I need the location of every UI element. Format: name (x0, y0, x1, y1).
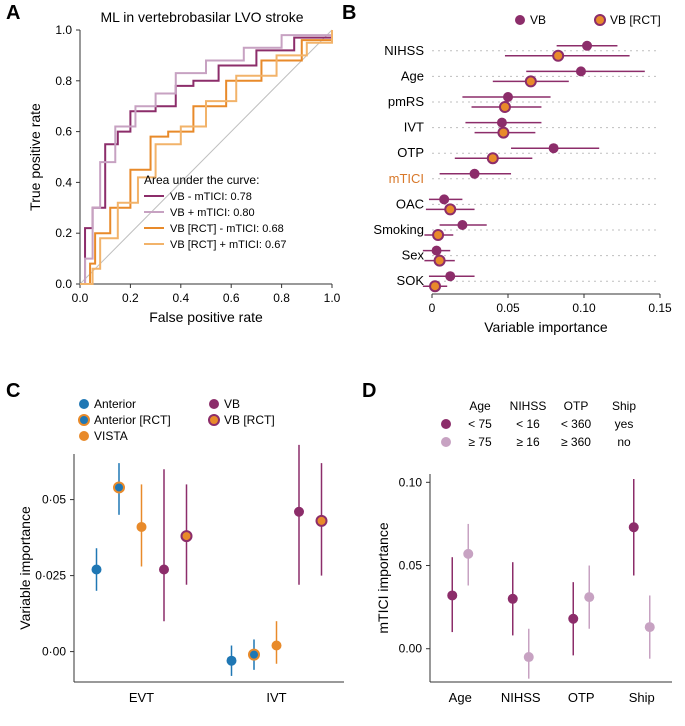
svg-text:0.2: 0.2 (122, 291, 139, 305)
svg-text:VB: VB (224, 397, 240, 411)
svg-text:0.00: 0.00 (399, 642, 423, 656)
svg-text:0·025: 0·025 (35, 569, 66, 583)
svg-text:0.10: 0.10 (572, 301, 596, 315)
chart-forest: VB VB [RCT] NIHSS Age pmRS IVT OTP mTICI OAC Smok… (360, 6, 680, 336)
svg-text:VB: VB (530, 13, 546, 27)
svg-text:0.0: 0.0 (72, 291, 89, 305)
svg-text:0.4: 0.4 (55, 175, 72, 189)
svg-text:≥ 360: ≥ 360 (561, 435, 591, 449)
svg-text:Anterior: Anterior (94, 397, 136, 411)
panel-label-a: A (6, 2, 20, 25)
svg-text:0.10: 0.10 (399, 475, 423, 489)
svg-text:1.0: 1.0 (324, 291, 341, 305)
svg-text:≥ 75: ≥ 75 (468, 435, 492, 449)
svg-text:VB + mTICI: 0.80: VB + mTICI: 0.80 (170, 207, 255, 219)
svg-text:Anterior [RCT]: Anterior [RCT] (94, 413, 171, 427)
svg-text:no: no (617, 435, 631, 449)
svg-text:1.0: 1.0 (55, 23, 72, 37)
svg-text:0.8: 0.8 (55, 74, 72, 88)
svg-text:Sex: Sex (402, 248, 425, 263)
svg-text:Area under the curve:: Area under the curve: (144, 173, 259, 187)
svg-text:0.6: 0.6 (55, 125, 72, 139)
svg-text:Age: Age (401, 68, 424, 83)
svg-text:IVT: IVT (266, 690, 286, 705)
svg-text:VB [RCT] + mTICI: 0.67: VB [RCT] + mTICI: 0.67 (170, 239, 286, 251)
svg-text:0.15: 0.15 (648, 301, 672, 315)
svg-text:NIHSS: NIHSS (384, 43, 424, 58)
svg-text:VB [RCT]: VB [RCT] (224, 413, 275, 427)
svg-text:Age: Age (469, 399, 491, 413)
svg-text:NIHSS: NIHSS (501, 690, 541, 705)
svg-text:OAC: OAC (396, 196, 424, 211)
svg-text:0.05: 0.05 (496, 301, 520, 315)
svg-text:yes: yes (615, 417, 634, 431)
svg-text:0.4: 0.4 (172, 291, 189, 305)
panel-label-b: B (342, 2, 356, 25)
svg-text:0.2: 0.2 (55, 226, 72, 240)
svg-text:Age: Age (449, 690, 472, 705)
svg-text:OTP: OTP (564, 399, 589, 413)
svg-text:VB [RCT]: VB [RCT] (610, 13, 661, 27)
svg-text:< 360: < 360 (561, 417, 592, 431)
svg-text:0: 0 (429, 301, 436, 315)
svg-text:Ship: Ship (612, 399, 636, 413)
svg-text:Smoking: Smoking (373, 222, 424, 237)
svg-text:Ship: Ship (629, 690, 655, 705)
svg-text:NIHSS: NIHSS (510, 399, 547, 413)
svg-text:0·05: 0·05 (42, 493, 66, 507)
svg-text:0.8: 0.8 (273, 291, 290, 305)
svg-text:0.0: 0.0 (55, 277, 72, 291)
svg-text:True positive rate: True positive rate (27, 103, 43, 211)
svg-text:< 16: < 16 (516, 417, 540, 431)
svg-text:0·00: 0·00 (42, 645, 66, 659)
svg-text:EVT: EVT (129, 690, 154, 705)
svg-text:IVT: IVT (404, 120, 424, 135)
svg-text:OTP: OTP (568, 690, 595, 705)
svg-text:SOK: SOK (397, 273, 425, 288)
svg-text:VB [RCT] - mTICI: 0.68: VB [RCT] - mTICI: 0.68 (170, 223, 284, 235)
svg-text:Variable importance: Variable importance (17, 506, 33, 630)
svg-text:VB - mTICI: 0.78: VB - mTICI: 0.78 (170, 191, 252, 203)
chart-varimp: 0·00 0·025 0·05 Variable importance Anterior… (14, 392, 354, 722)
svg-text:pmRS: pmRS (388, 94, 424, 109)
svg-text:Variable importance: Variable importance (484, 319, 608, 335)
svg-text:VISTA: VISTA (94, 429, 128, 443)
svg-text:0.6: 0.6 (223, 291, 240, 305)
panelA-title: ML in vertebrobasilar LVO stroke (100, 9, 303, 25)
chart-roc: ML in vertebrobasilar LVO stroke 0.00.0 0… (22, 6, 342, 336)
svg-text:False positive rate: False positive rate (149, 309, 263, 325)
svg-text:< 75: < 75 (468, 417, 492, 431)
svg-text:mTICI: mTICI (389, 171, 424, 186)
svg-text:≥ 16: ≥ 16 (516, 435, 540, 449)
svg-text:0.05: 0.05 (399, 559, 423, 573)
svg-text:mTICI importance: mTICI importance (375, 522, 391, 633)
svg-text:OTP: OTP (397, 145, 424, 160)
chart-mtici: Age NIHSS OTP Ship < 75 < 16 < 360 yes ≥ 75 ≥ 16 ≥… (372, 392, 682, 722)
